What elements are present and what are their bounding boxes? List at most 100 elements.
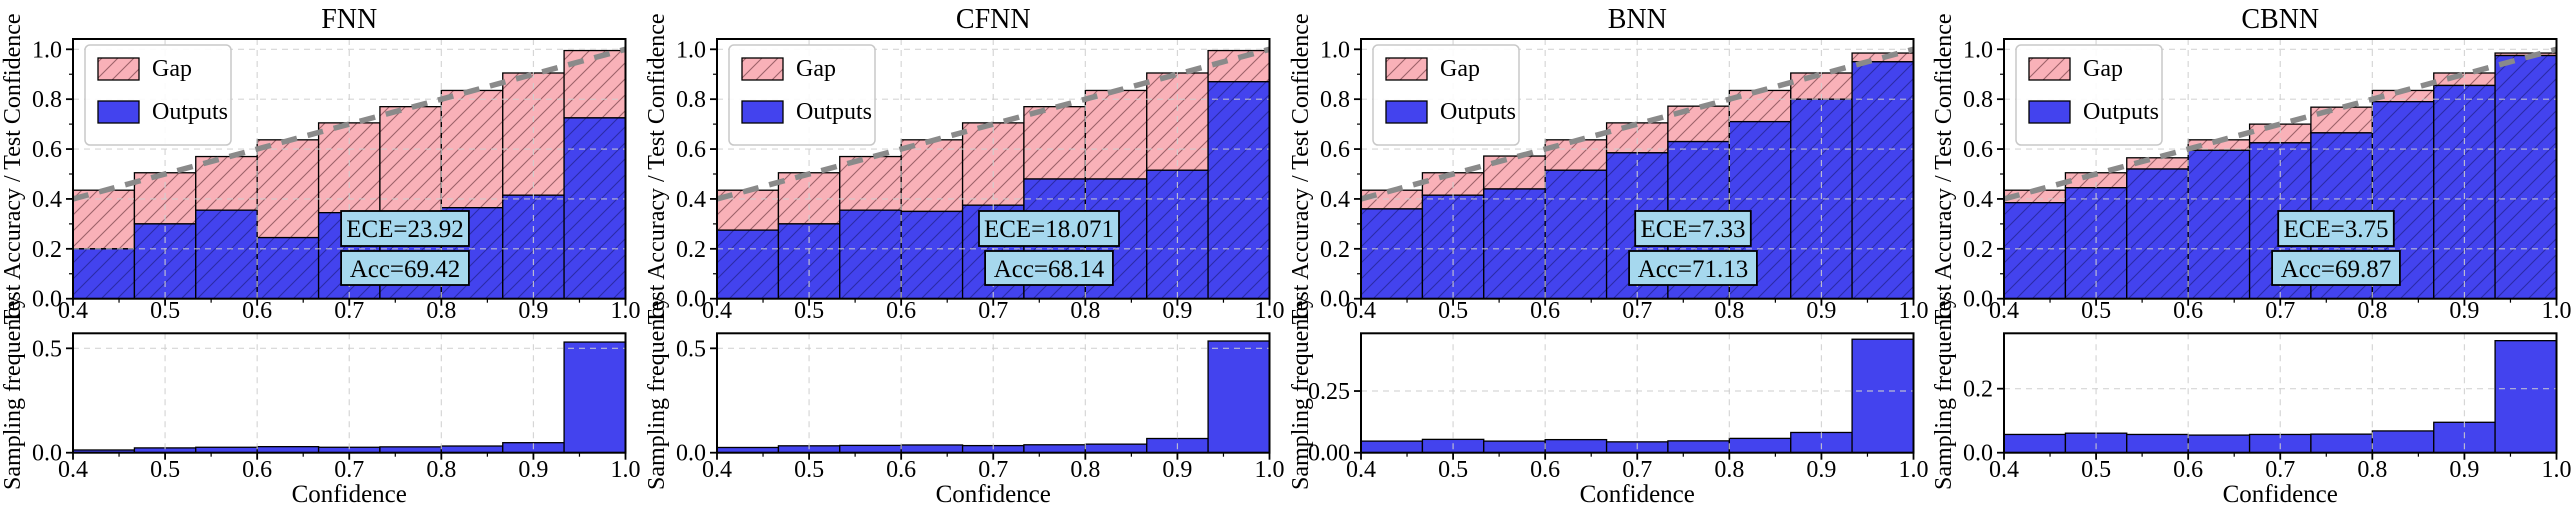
legend: Gap Outputs: [84, 44, 232, 146]
y-tick-label: 0.8: [32, 87, 62, 113]
x-tick-label: 0.4: [1346, 457, 1376, 483]
chart-svg: 0.4 0.5 0.6 0.7 0.8 0.9 1.0 1.0 0.8 0.6 0.4 0.2 0.0 B…: [1288, 4, 1929, 508]
y-tick-label: 0.8: [676, 87, 706, 113]
panel-fnn: 0.4 0.5 0.6 0.7 0.8 0.9 1.0 1.0 0.8 0.6 0.4 0.2 0.0 F…: [0, 0, 644, 511]
legend-gap-label: Gap: [2083, 56, 2123, 82]
x-tick-label: 0.8: [2358, 457, 2388, 483]
x-tick-label: 0.8: [1714, 298, 1744, 324]
legend-outputs-swatch: [741, 100, 784, 124]
x-tick-label: 1.0: [611, 457, 641, 483]
x-tick-label: 0.9: [518, 298, 548, 324]
y-tick-label: 0.4: [1320, 187, 1350, 213]
x-tick-label: 0.8: [426, 298, 456, 324]
ece-value: ECE=23.92: [346, 216, 464, 243]
chart-svg: 0.4 0.5 0.6 0.7 0.8 0.9 1.0 1.0 0.8 0.6 0.4 0.2 0.0 F…: [0, 4, 641, 508]
x-tick-label: 1.0: [1254, 298, 1284, 324]
frequency-bar: [1359, 440, 1423, 454]
x-tick-label: 0.4: [1346, 298, 1376, 324]
x-tick-label: 0.6: [2173, 298, 2203, 324]
legend-outputs-label: Outputs: [1440, 99, 1516, 125]
y-tick-label: 0.0: [32, 287, 62, 313]
panel-cbnn: 0.4 0.5 0.6 0.7 0.8 0.9 1.0 1.0 0.8 0.6 0.4 0.2 0.0 C…: [1931, 0, 2575, 511]
y-tick-label: 0.4: [32, 187, 62, 213]
bottom-axes-frame: [1359, 332, 1914, 454]
top-y-axis-label: Test Accuracy / Test Confidence: [1288, 13, 1314, 324]
top-y-axis-label: Test Accuracy / Test Confidence: [1931, 13, 1957, 324]
y-tick-label: 0.6: [1963, 137, 1993, 163]
metrics-annotation: ECE=7.33 Acc=71.13: [1627, 210, 1758, 286]
x-tick-label: 1.0: [2542, 298, 2572, 324]
diagonal-line: [72, 46, 627, 202]
frequency-bar: [900, 444, 963, 454]
bottom-axes-frame: [72, 332, 627, 454]
x-tick-label: 0.7: [1622, 298, 1652, 324]
ece-badge: [977, 210, 1120, 247]
x-tick-label: 0.5: [2081, 457, 2111, 483]
reliability-chart: 0.4 0.5 0.6 0.7 0.8 0.9 1.0 1.0 0.8 0.6 0.4 0.2 0.0 C…: [1931, 4, 2572, 324]
y-tick-label: 0.0: [676, 441, 706, 467]
bottom-y-axis-label: Sampling frequency: [1288, 296, 1314, 490]
chart-svg: 0.4 0.5 0.6 0.7 0.8 0.9 1.0 1.0 0.8 0.6 0.4 0.2 0.0 C…: [644, 4, 1285, 508]
y-tick-label: 0.0: [32, 441, 62, 467]
x-tick-label: 0.9: [518, 457, 548, 483]
legend-outputs-label: Outputs: [796, 99, 872, 125]
frequency-bar: [838, 444, 902, 454]
y-tick-label: 0.6: [676, 137, 706, 163]
chart-svg: 0.4 0.5 0.6 0.7 0.8 0.9 1.0 1.0 0.8 0.6 0.4 0.2 0.0 C…: [1931, 4, 2572, 508]
gap-bar-hatch: [1084, 89, 1148, 180]
chart-title: CFNN: [956, 4, 1031, 35]
chart-title: CBNN: [2242, 4, 2320, 35]
x-tick-label: 0.5: [150, 298, 180, 324]
diagonal-line: [716, 46, 1270, 202]
legend-outputs-swatch: [97, 100, 140, 124]
frequency-bar: [440, 445, 504, 454]
legend-outputs-swatch: [2028, 100, 2071, 124]
x-tick-label: 0.4: [1989, 457, 2019, 483]
x-tick-label: 0.6: [886, 298, 916, 324]
outputs-bar-hatch: [1207, 81, 1270, 300]
frequency-bar: [1084, 443, 1148, 454]
legend-gap-label: Gap: [796, 56, 836, 82]
y-tick-label: 0.6: [32, 137, 62, 163]
x-axis-label: Confidence: [2223, 481, 2338, 508]
outputs-bar-hatch: [1544, 169, 1607, 300]
outputs-bar-hatch: [716, 229, 779, 300]
frequency-bar: [1207, 340, 1270, 454]
x-tick-label: 0.5: [1438, 298, 1468, 324]
y-tick-label: 0.25: [1308, 379, 1350, 405]
x-tick-label: 0.6: [886, 457, 916, 483]
x-tick-label: 0.8: [1070, 457, 1100, 483]
bottom-y-axis-label: Sampling frequency: [1931, 296, 1957, 490]
x-tick-label: 0.7: [334, 457, 364, 483]
outputs-bar-hatch: [256, 236, 320, 300]
x-tick-label: 0.4: [1989, 298, 2019, 324]
x-tick-label: 0.8: [1714, 457, 1744, 483]
outputs-bar-hatch: [1145, 169, 1209, 300]
outputs-bar-hatch: [900, 210, 963, 300]
outputs-bar-hatch: [1850, 61, 1914, 300]
ece-value: ECE=3.75: [2284, 216, 2389, 243]
legend-gap-swatch-hatch: [2028, 57, 2071, 81]
frequency-bar: [563, 341, 627, 454]
bottom-y-axis-label: Sampling frequency: [644, 296, 670, 490]
frequency-bar: [2310, 433, 2374, 454]
legend: Gap Outputs: [2015, 44, 2163, 146]
y-tick-label: 0.00: [1308, 441, 1350, 467]
ece-value: ECE=18.071: [984, 216, 1114, 243]
chart-title: FNN: [321, 4, 377, 35]
reliability-chart: 0.4 0.5 0.6 0.7 0.8 0.9 1.0 1.0 0.8 0.6 0.4 0.2 0.0 C…: [644, 4, 1285, 324]
metrics-annotation: ECE=18.071 Acc=68.14: [977, 210, 1120, 286]
legend-gap-label: Gap: [1440, 56, 1480, 82]
panel-cfnn: 0.4 0.5 0.6 0.7 0.8 0.9 1.0 1.0 0.8 0.6 0.4 0.2 0.0 C…: [644, 0, 1288, 511]
outputs-bar-hatch: [1482, 188, 1546, 300]
x-tick-label: 0.9: [1162, 298, 1192, 324]
x-tick-label: 0.4: [58, 298, 88, 324]
x-tick-label: 0.5: [2081, 298, 2111, 324]
x-tick-label: 0.9: [2450, 457, 2480, 483]
x-tick-label: 1.0: [1254, 457, 1284, 483]
x-tick-label: 0.8: [426, 457, 456, 483]
y-tick-label: 0.8: [1320, 87, 1350, 113]
bottom-axes-frame: [2003, 332, 2558, 454]
y-tick-label: 1.0: [32, 37, 62, 63]
